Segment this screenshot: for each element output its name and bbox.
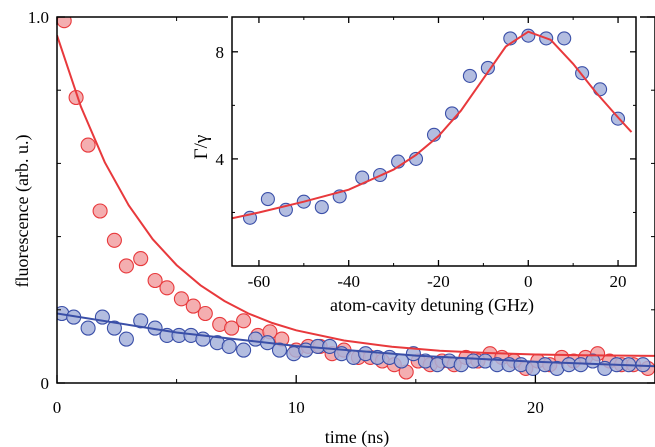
chart0-series-red-point-10: [185, 298, 201, 314]
chart0-series-red-point-14: [236, 313, 252, 329]
inset-y-axis-label: Γ/γ: [191, 135, 212, 160]
main-plot-data: [57, 17, 655, 380]
chart0-x-tick-label: 0: [53, 398, 62, 417]
chart0-x-tick-label: 20: [527, 398, 544, 417]
chart0-y-tick-label: 0: [41, 374, 50, 393]
chart0-series-red-point-5: [118, 258, 134, 274]
chart1-series-blue-point-12: [462, 68, 477, 83]
chart0-series-red-point-7: [147, 272, 163, 289]
chart0-x-tick-label: 10: [288, 398, 305, 417]
main-x-axis-label: time (ns): [325, 427, 390, 447]
chart0-series-red-point-8: [159, 280, 175, 296]
chart1-y-tick-label: 8: [216, 43, 225, 62]
chart0-series-blue-point-4: [106, 320, 122, 336]
inset-plot-ticks: -60 -40 -20 0 20 4 8: [216, 17, 636, 291]
main-plot-ticks: 0 10 20 0 1.0: [28, 8, 655, 417]
inset-plot-data: [232, 28, 633, 225]
chart1-x-tick-label: 20: [610, 272, 627, 291]
chart1-x-tick-label: -20: [427, 272, 450, 291]
chart0-series-red-point-0: [57, 17, 72, 29]
chart0-fit-curve-blue: [57, 312, 655, 368]
chart1-x-tick-label: -60: [248, 272, 271, 291]
inset-plot-frame: [231, 16, 637, 267]
chart0-series-red-point-11: [197, 305, 213, 322]
chart0-series-blue-point-5: [118, 331, 134, 347]
chart1-x-tick-label: 0: [524, 272, 533, 291]
chart1-series-blue-point-19: [593, 82, 608, 97]
chart1-series-blue-point-11: [444, 106, 460, 121]
inset-x-axis-label: atom-cavity detuning (GHz): [330, 295, 534, 316]
chart0-y-tick-label: 1.0: [28, 8, 49, 27]
chart0-series-blue-point-14: [236, 342, 252, 358]
inset-background: [228, 14, 640, 282]
chart0-series-red-point-3: [92, 203, 108, 219]
chart0-series-blue-point-13: [221, 338, 237, 354]
chart1-series-blue-point-13: [480, 60, 495, 75]
chart0-series-red-point-4: [106, 232, 122, 248]
chart1-frame: [231, 16, 637, 267]
chart0-series-red-point-6: [133, 251, 149, 267]
chart0-series-blue-point-2: [80, 320, 96, 336]
chart0-fit-curve-red: [57, 34, 655, 357]
chart1-series-blue-point-17: [557, 31, 572, 46]
chart1-fit-curve-red: [232, 30, 633, 220]
chart0-series-red-point-13: [224, 320, 240, 336]
chart0-series-blue-point-28: [405, 346, 421, 362]
chart1-y-tick-label: 4: [216, 150, 225, 169]
chart1-series-blue-point-4: [314, 200, 329, 215]
chart0-series-red-point-2: [80, 137, 96, 153]
chart0-series-blue-point-17: [271, 342, 288, 358]
chart1-x-tick-label: -40: [337, 272, 360, 291]
main-y-axis-label: fluorescence (arb. u.): [12, 135, 33, 288]
chart0-series-red-point-9: [173, 291, 189, 307]
chart1-series-blue-point-1: [260, 192, 275, 207]
